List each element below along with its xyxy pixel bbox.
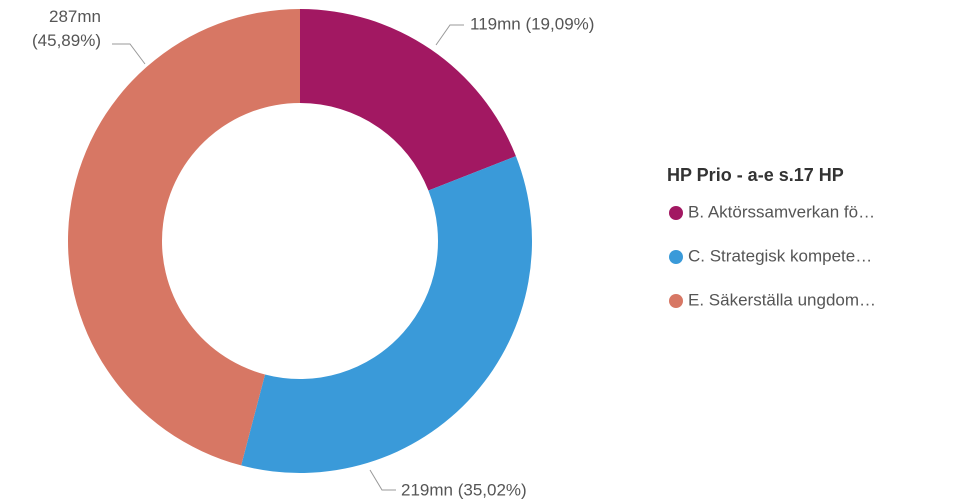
data-label: 287mn (45,89%) [32,7,101,50]
leader-line [435,24,464,46]
data-label: 119mn (19,09%) [470,14,594,33]
leader-line [369,469,396,491]
legend-marker [669,206,683,220]
legend-marker [669,294,683,308]
legend-marker [669,250,683,264]
legend-label: E. Säkerställa ungdom… [688,290,876,309]
leader-line [112,43,146,65]
legend-title: HP Prio - a-e s.17 HP [667,165,844,185]
data-label: 219mn (35,02%) [401,480,527,499]
slice [68,9,300,466]
legend-label: B. Aktörssamverkan fö… [688,202,875,221]
legend-label: C. Strategisk kompete… [688,246,872,265]
slice [241,156,533,474]
slice [300,9,516,191]
